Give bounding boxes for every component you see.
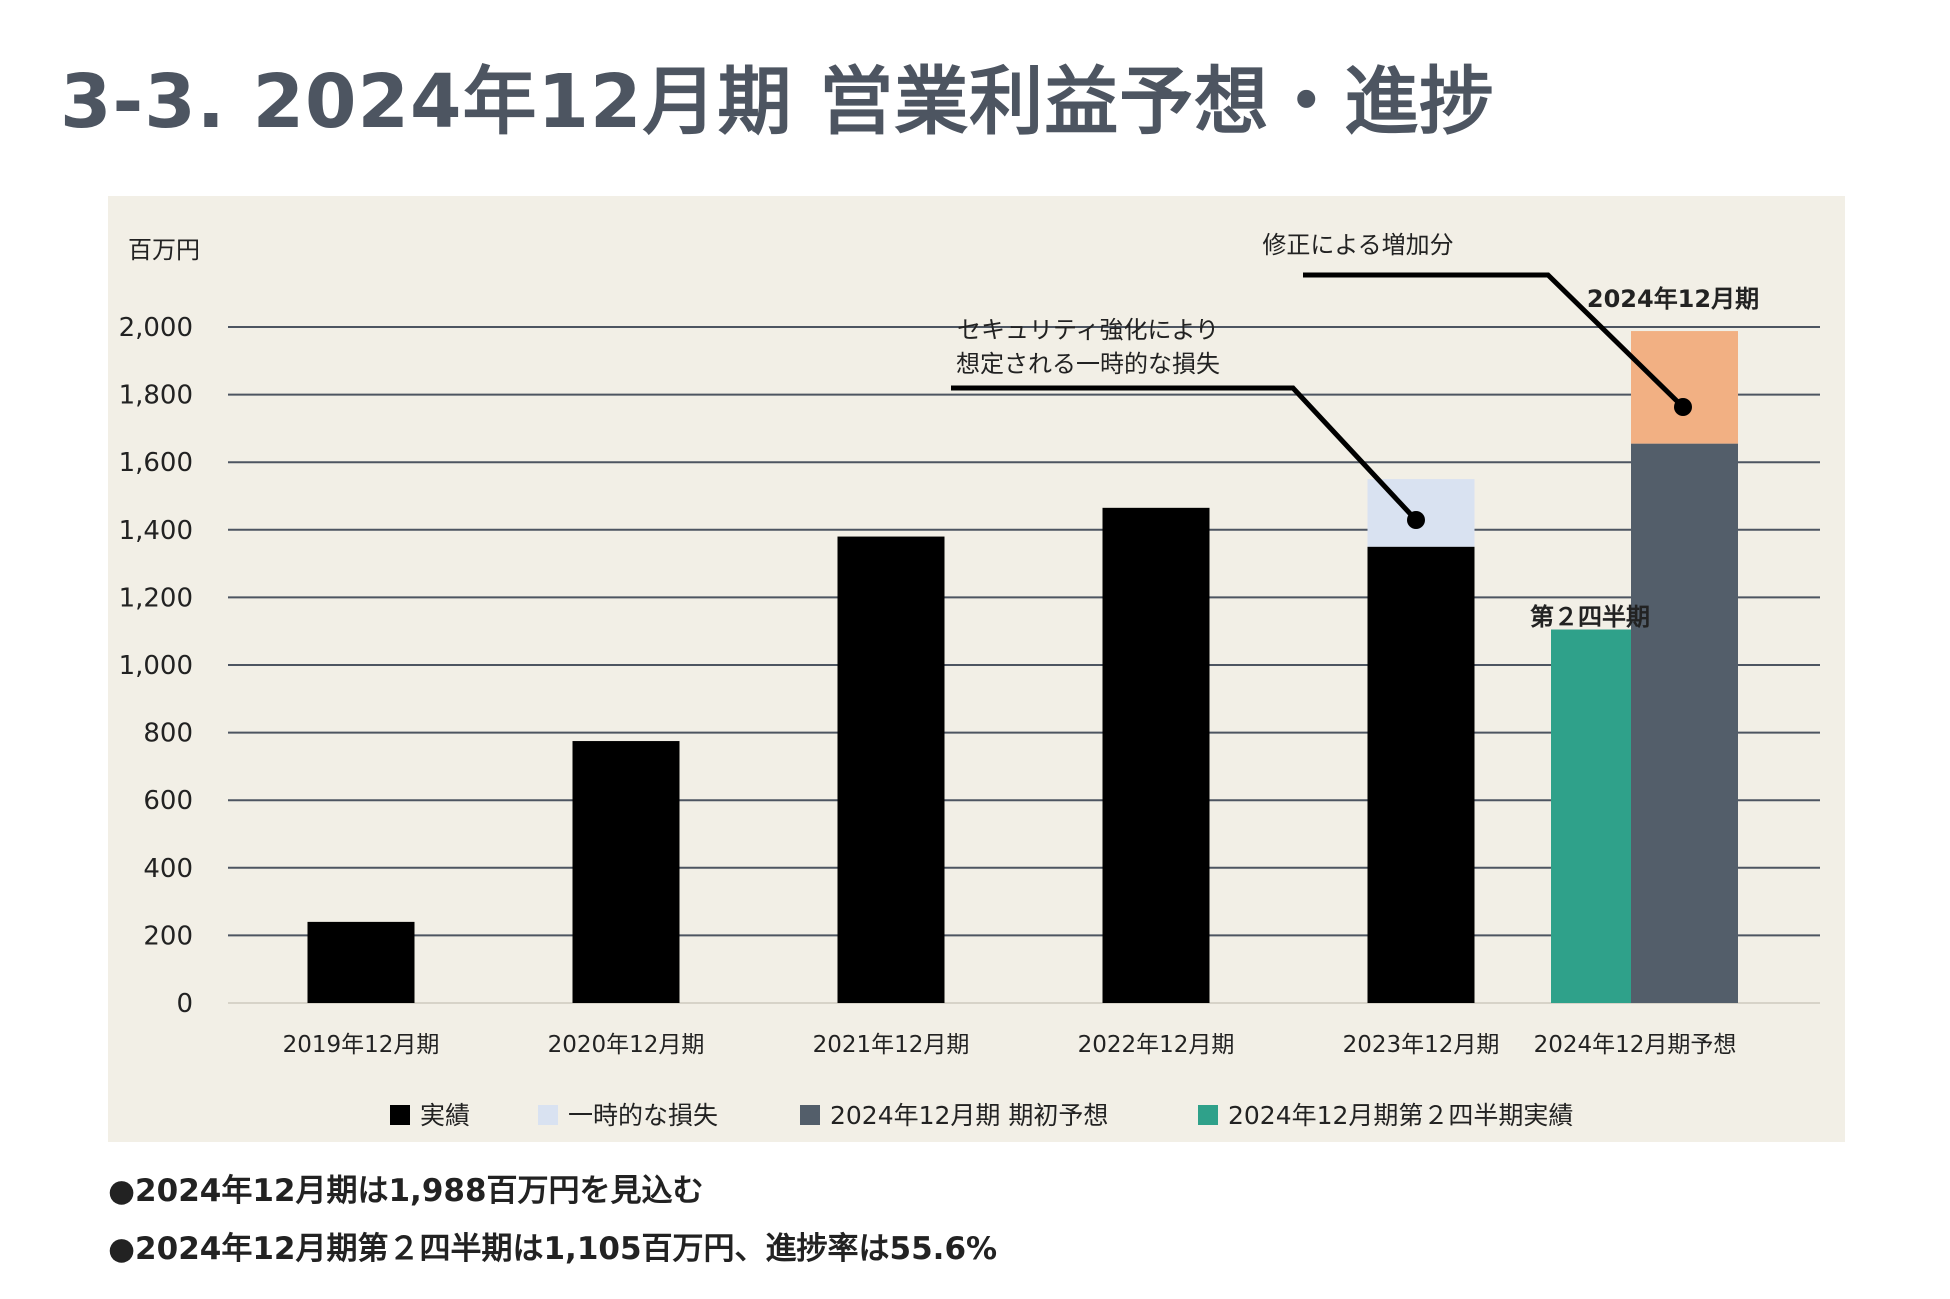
x-tick-label: 2023年12月期 <box>1343 1032 1500 1058</box>
legend-label: 2024年12月期 期初予想 <box>830 1101 1108 1130</box>
y-tick-label: 800 <box>143 719 193 749</box>
x-tick-label: 2024年12月期予想 <box>1534 1032 1737 1058</box>
loss-callout-dot <box>1407 511 1425 529</box>
bar-actual <box>1102 507 1210 1003</box>
x-tick-label: 2021年12月期 <box>813 1032 970 1058</box>
legend-swatch <box>800 1105 820 1125</box>
y-tick-label: 400 <box>143 854 193 884</box>
legend-label: 実績 <box>420 1101 470 1130</box>
x-tick-label: 2022年12月期 <box>1078 1032 1235 1058</box>
revision-callout-line <box>1303 272 1685 409</box>
y-tick-label: 1,000 <box>119 651 193 681</box>
chart-panel: 百万円 0 200 400 600 800 1,000 1,200 1,400 1,600 1,80… <box>108 196 1845 1142</box>
y-tick-label: 600 <box>143 786 193 816</box>
legend-label: 一時的な損失 <box>568 1101 718 1130</box>
y-tick-label: 1,200 <box>119 583 193 613</box>
q2-bar-label: 第２四半期 <box>1530 603 1650 631</box>
y-axis-unit-label: 百万円 <box>128 236 200 264</box>
bar-actual <box>1367 546 1475 1003</box>
x-tick-label: 2020年12月期 <box>548 1032 705 1058</box>
y-tick-label: 0 <box>176 989 193 1019</box>
bullet-list: ●2024年12月期は1,988百万円を見込む ●2024年12月期第２四半期は… <box>108 1162 997 1278</box>
x-tick-label: 2019年12月期 <box>283 1032 440 1058</box>
legend-label: 2024年12月期第２四半期実績 <box>1228 1101 1573 1130</box>
y-tick-label: 1,600 <box>119 448 193 478</box>
fy2024-bar-label: 2024年12月期 <box>1587 285 1759 313</box>
revision-callout-dot <box>1674 398 1692 416</box>
loss-annotation-line-1: セキュリティ強化により <box>957 316 1219 344</box>
legend-swatch <box>1198 1105 1218 1125</box>
y-tick-label: 1,800 <box>119 381 193 411</box>
legend-swatch <box>538 1105 558 1125</box>
bar-actual <box>572 741 680 1003</box>
bar-actual <box>307 921 415 1003</box>
loss-callout-line <box>951 385 1418 522</box>
bar-actual <box>837 536 945 1003</box>
bar-2024-initial-plan <box>1631 443 1738 1003</box>
y-tick-label: 2,000 <box>119 313 193 343</box>
revision-annotation: 修正による増加分 <box>1262 231 1453 259</box>
bar-2024-revision-increase <box>1631 331 1738 444</box>
loss-annotation-line-2: 想定される一時的な損失 <box>956 350 1220 378</box>
y-tick-label: 200 <box>143 921 193 951</box>
chart: 百万円 0 200 400 600 800 1,000 1,200 1,400 1,600 1,80… <box>119 231 1820 1130</box>
bullet-forecast: ●2024年12月期は1,988百万円を見込む <box>108 1173 704 1209</box>
legend-swatch <box>390 1105 410 1125</box>
page-title: 3-3. 2024年12月期 営業利益予想・進捗 <box>60 59 1495 145</box>
bullet-progress: ●2024年12月期第２四半期は1,105百万円、進捗率は55.6% <box>108 1231 998 1267</box>
y-tick-label: 1,400 <box>119 516 193 546</box>
bar-2024-q2-actual <box>1551 629 1631 1003</box>
